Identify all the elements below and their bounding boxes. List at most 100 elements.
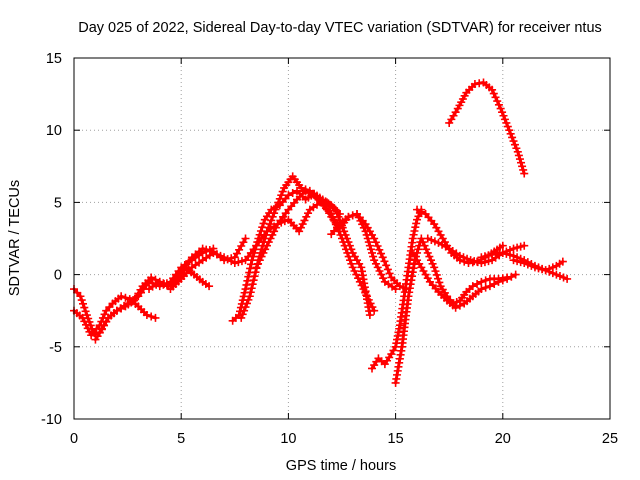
data-point <box>80 303 89 312</box>
data-point <box>500 115 509 124</box>
data-point <box>202 245 211 254</box>
data-point <box>520 241 529 250</box>
data-point <box>425 252 434 261</box>
data-point <box>431 267 440 276</box>
data-point <box>490 279 499 288</box>
data-point <box>264 223 273 232</box>
y-tick-label: 5 <box>54 195 62 211</box>
data-point <box>552 270 561 279</box>
data-point <box>534 264 543 273</box>
data-point <box>278 187 287 196</box>
data-point <box>518 162 527 171</box>
data-point <box>382 261 391 270</box>
data-point <box>77 296 86 305</box>
data-point <box>277 191 286 200</box>
data-point <box>151 313 160 322</box>
x-tick-label: 5 <box>177 431 185 447</box>
data-point <box>459 253 468 262</box>
data-point <box>87 331 96 340</box>
data-point <box>255 256 264 265</box>
data-point <box>468 282 477 291</box>
data-point <box>494 100 503 109</box>
data-point <box>383 265 392 274</box>
data-point <box>558 257 567 266</box>
data-point <box>430 263 439 272</box>
data-point <box>410 226 419 235</box>
data-point <box>246 288 255 297</box>
data-point <box>503 274 512 283</box>
data-point <box>250 272 259 281</box>
data-point <box>485 282 494 291</box>
data-point <box>377 270 386 279</box>
data-point <box>527 261 536 270</box>
data-point <box>494 277 503 286</box>
data-point <box>477 285 486 294</box>
data-point <box>365 311 374 320</box>
data-point <box>375 245 384 254</box>
data-point <box>520 169 529 178</box>
data-point <box>345 241 354 250</box>
data-point <box>520 259 529 268</box>
data-point <box>377 249 386 258</box>
data-point <box>515 155 524 164</box>
data-point <box>423 248 432 257</box>
data-point <box>354 274 363 283</box>
data-point <box>530 263 539 272</box>
data-point <box>563 274 572 283</box>
data-point <box>430 237 439 246</box>
data-point <box>344 212 353 221</box>
data-point <box>523 260 532 269</box>
data-point <box>364 238 373 247</box>
x-tick-label: 25 <box>602 431 618 447</box>
data-point <box>480 252 489 261</box>
y-tick-label: -10 <box>41 412 62 428</box>
data-point <box>517 158 526 167</box>
data-point <box>455 251 464 260</box>
data-point <box>346 256 355 265</box>
data-point <box>271 205 280 214</box>
data-point <box>502 249 511 258</box>
data-point <box>147 312 156 321</box>
series-15 <box>445 78 529 178</box>
y-axis-ticks: -10 -5 0 5 10 15 <box>41 51 610 428</box>
data-point <box>241 285 250 294</box>
data-point <box>545 264 554 273</box>
plot-frame <box>73 57 611 420</box>
data-point <box>481 276 490 285</box>
data-point <box>348 263 357 272</box>
data-point <box>209 248 218 257</box>
data-point <box>466 256 475 265</box>
x-tick-label: 0 <box>70 431 78 447</box>
data-point <box>373 263 382 272</box>
series-10 <box>368 205 426 373</box>
data-point <box>506 129 515 138</box>
data-point <box>379 274 388 283</box>
data-point <box>155 277 164 286</box>
data-point <box>230 259 239 268</box>
data-point <box>142 311 151 320</box>
data-point <box>502 118 511 127</box>
data-point <box>371 259 380 268</box>
data-point <box>426 256 435 265</box>
series-9 <box>327 209 411 294</box>
data-point <box>254 259 263 268</box>
data-point <box>341 230 350 239</box>
series-17 <box>509 256 567 275</box>
data-point <box>435 278 444 287</box>
data-point <box>538 265 547 274</box>
data-point <box>417 207 426 216</box>
data-point <box>234 258 243 267</box>
data-point <box>477 253 486 262</box>
data-point <box>413 205 422 214</box>
data-point <box>366 245 375 254</box>
data-point <box>238 310 247 319</box>
series-12 <box>408 248 520 312</box>
data-point <box>343 234 352 243</box>
data-point <box>212 250 221 259</box>
data-point <box>247 284 256 293</box>
data-point <box>262 227 271 236</box>
data-point <box>509 137 518 146</box>
data-point <box>477 277 486 286</box>
data-point <box>252 263 261 272</box>
data-point <box>248 280 257 289</box>
